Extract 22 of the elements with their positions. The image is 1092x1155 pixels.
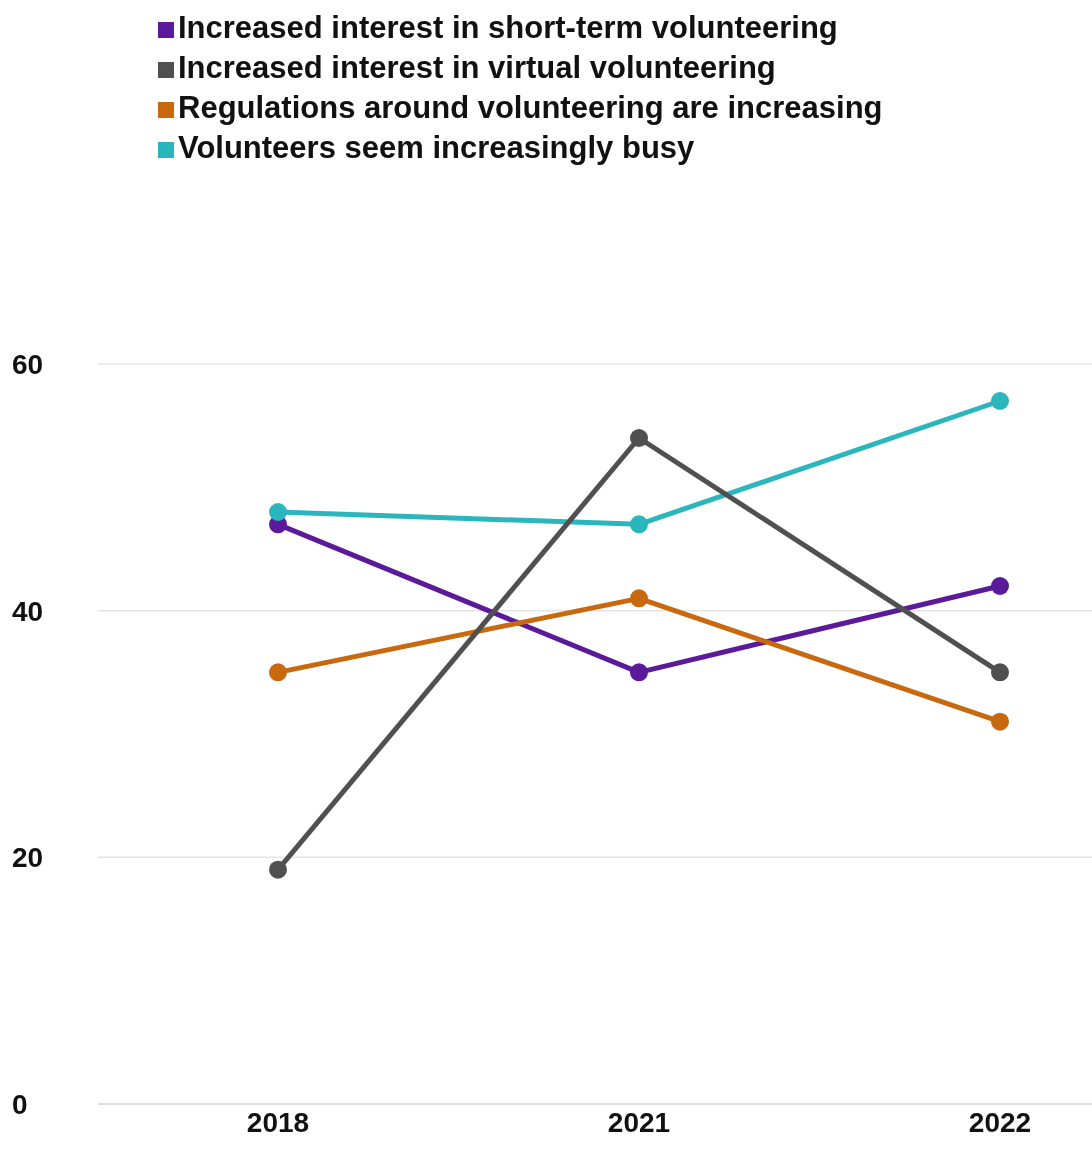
legend-label: Regulations around volunteering are increasing — [178, 90, 883, 125]
point — [630, 429, 648, 447]
x-tick-label: 2022 — [968, 1106, 1032, 1138]
legend-label: Increased interest in short-term volunteering — [178, 10, 838, 45]
point — [630, 515, 648, 534]
point — [991, 392, 1009, 410]
y-tick-label: 0 — [12, 1088, 28, 1120]
y-tick-label: 20 — [12, 842, 44, 874]
point — [630, 663, 648, 682]
point — [269, 860, 287, 879]
x-tick-label: 2021 — [607, 1106, 671, 1138]
legend-label: Increased interest in virtual volunteering — [178, 50, 776, 85]
point — [630, 589, 648, 608]
x-tick-label: 2018 — [246, 1106, 310, 1138]
point — [269, 663, 287, 682]
y-tick-label: 40 — [12, 595, 44, 627]
point — [991, 712, 1009, 731]
legend-label: Volunteers seem increasingly busy — [178, 130, 695, 165]
point — [269, 503, 287, 521]
point — [991, 663, 1009, 682]
y-tick-label: 60 — [12, 348, 44, 380]
point — [991, 577, 1009, 595]
